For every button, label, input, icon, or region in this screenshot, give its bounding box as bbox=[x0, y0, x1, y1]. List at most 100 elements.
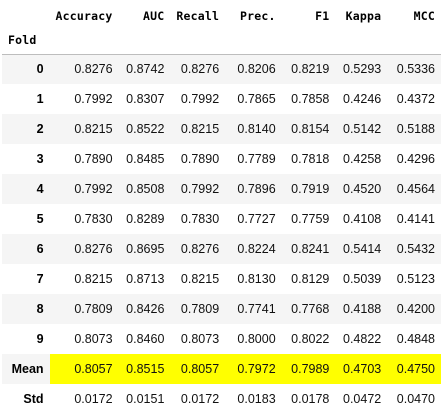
table-cell: 0.8276 bbox=[74, 62, 113, 77]
table-cell: 0.7972 bbox=[225, 354, 282, 384]
table-cell: 0.4520 bbox=[343, 182, 382, 196]
table-row: 1 0.7992 0.8307 0.7992 0.7865 0.7858 0.4246 0.4… bbox=[2, 84, 441, 114]
table-cell: 0.8073 bbox=[180, 332, 220, 346]
table-cell: 0.7818 bbox=[291, 152, 330, 166]
table-cell: 0.8522 bbox=[126, 122, 165, 136]
table-cell: 0.4750 bbox=[387, 354, 441, 384]
table-cell: 0.8460 bbox=[126, 332, 165, 346]
table-cell: 0.7992 bbox=[180, 182, 220, 196]
table-cell: 0.5142 bbox=[343, 122, 382, 136]
table-cell: 0.0470 bbox=[396, 392, 435, 406]
table-cell: 0.8307 bbox=[126, 92, 165, 106]
row-index-label: 7 bbox=[36, 272, 44, 286]
table-cell: 0.8276 bbox=[180, 62, 220, 77]
table-cell: 0.4564 bbox=[396, 182, 435, 196]
index-name-row: Fold bbox=[2, 26, 441, 54]
row-index-label: 1 bbox=[36, 92, 44, 106]
table-cell: 0.7727 bbox=[237, 212, 276, 226]
table-cell: 0.4141 bbox=[396, 212, 435, 226]
table-row: 0 0.8276 0.8742 0.8276 0.8206 0.8219 0.5293 0.5… bbox=[2, 54, 441, 84]
table-cell: 0.8140 bbox=[237, 122, 276, 136]
table-cell: 0.7830 bbox=[180, 212, 220, 226]
table-cell: 0.8057 bbox=[170, 354, 226, 384]
row-index-label: 3 bbox=[36, 152, 44, 166]
table-cell: 0.5188 bbox=[396, 122, 435, 136]
table-cell: 0.8215 bbox=[180, 272, 220, 286]
table-cell: 0.4703 bbox=[335, 354, 388, 384]
table-cell: 0.4848 bbox=[396, 332, 435, 346]
table-cell: 0.7858 bbox=[291, 92, 330, 106]
column-header-accuracy: Accuracy bbox=[55, 9, 113, 23]
table-cell: 0.7992 bbox=[180, 92, 220, 106]
table-cell: 0.8206 bbox=[237, 62, 276, 77]
table-cell: 0.0172 bbox=[74, 392, 113, 406]
table-row: 2 0.8215 0.8522 0.8215 0.8140 0.8154 0.5142 0.5… bbox=[2, 114, 441, 144]
table-cell: 0.5293 bbox=[343, 62, 382, 77]
table-cell: 0.8742 bbox=[126, 62, 165, 77]
table-cell: 0.8485 bbox=[126, 152, 165, 166]
table-cell: 0.8695 bbox=[126, 242, 165, 256]
table-cell: 0.7789 bbox=[237, 152, 276, 166]
table-row: 6 0.8276 0.8695 0.8276 0.8224 0.8241 0.5414 0.5… bbox=[2, 234, 441, 264]
table-cell: 0.8130 bbox=[237, 272, 276, 286]
table-cell: 0.0151 bbox=[126, 392, 165, 406]
index-corner bbox=[2, 0, 50, 26]
table-body: 0 0.8276 0.8742 0.8276 0.8206 0.8219 0.5293 0.5… bbox=[2, 54, 441, 414]
table-row: 8 0.7809 0.8426 0.7809 0.7741 0.7768 0.4188 0.4… bbox=[2, 294, 441, 324]
row-index-label: Mean bbox=[2, 354, 50, 384]
row-index-label: Std bbox=[23, 392, 44, 406]
table-cell: 0.5414 bbox=[343, 242, 382, 256]
table-cell: 0.8241 bbox=[291, 242, 330, 256]
table-cell: 0.8276 bbox=[74, 242, 113, 256]
column-header-recall: Recall bbox=[176, 9, 220, 23]
table-cell: 0.4372 bbox=[396, 92, 435, 106]
table-cell: 0.7759 bbox=[291, 212, 330, 226]
column-header-mcc: MCC bbox=[413, 9, 435, 23]
table-cell: 0.0172 bbox=[180, 392, 220, 406]
table-cell: 0.8508 bbox=[126, 182, 165, 196]
table-cell: 0.7809 bbox=[74, 302, 113, 316]
table-cell: 0.4200 bbox=[396, 302, 435, 316]
table-cell: 0.5432 bbox=[396, 242, 435, 256]
table-cell: 0.7865 bbox=[237, 92, 276, 106]
row-index-label: 0 bbox=[36, 62, 44, 77]
table-cell: 0.7768 bbox=[291, 302, 330, 316]
table-cell: 0.8276 bbox=[180, 242, 220, 256]
row-index-label: 8 bbox=[36, 302, 44, 316]
table-cell: 0.8215 bbox=[74, 272, 113, 286]
table-cell: 0.7741 bbox=[237, 302, 276, 316]
table-cell: 0.4822 bbox=[343, 332, 382, 346]
row-index-label: 9 bbox=[36, 332, 44, 346]
table-cell: 0.8289 bbox=[126, 212, 165, 226]
table-cell: 0.7992 bbox=[74, 92, 113, 106]
table-cell: 0.8022 bbox=[291, 332, 330, 346]
table-cell: 0.5336 bbox=[396, 62, 435, 77]
table-cell: 0.7890 bbox=[74, 152, 113, 166]
table-cell: 0.8073 bbox=[74, 332, 113, 346]
table-cell: 0.8215 bbox=[180, 122, 220, 136]
table-cell: 0.8215 bbox=[74, 122, 113, 136]
column-header-precision: Prec. bbox=[240, 9, 276, 23]
row-index-label: 6 bbox=[36, 242, 44, 256]
table-cell: 0.0178 bbox=[291, 392, 330, 406]
table-row: Mean 0.8057 0.8515 0.8057 0.7972 0.7989 0.4703… bbox=[2, 354, 441, 384]
column-header-f1: F1 bbox=[315, 9, 330, 23]
table-cell: 0.7830 bbox=[74, 212, 113, 226]
table-cell: 0.7896 bbox=[237, 182, 276, 196]
table-cell: 0.7989 bbox=[281, 354, 336, 384]
row-index-label: 5 bbox=[36, 212, 44, 226]
table-cell: 0.8426 bbox=[126, 302, 165, 316]
table-cell: 0.8129 bbox=[291, 272, 330, 286]
table-cell: 0.4296 bbox=[396, 152, 435, 166]
table-cell: 0.8154 bbox=[291, 122, 330, 136]
table-cell: 0.8057 bbox=[49, 354, 119, 384]
row-index-label: 4 bbox=[36, 182, 44, 196]
table-row: 4 0.7992 0.8508 0.7992 0.7896 0.7919 0.4520 0.4… bbox=[2, 174, 441, 204]
table-cell: 0.8515 bbox=[118, 354, 171, 384]
table-row: 5 0.7830 0.8289 0.7830 0.7727 0.7759 0.4108 0.4… bbox=[2, 204, 441, 234]
row-index-label: 2 bbox=[36, 122, 44, 136]
table-cell: 0.4258 bbox=[343, 152, 382, 166]
table-cell: 0.0472 bbox=[343, 392, 382, 406]
table-cell: 0.4246 bbox=[343, 92, 382, 106]
